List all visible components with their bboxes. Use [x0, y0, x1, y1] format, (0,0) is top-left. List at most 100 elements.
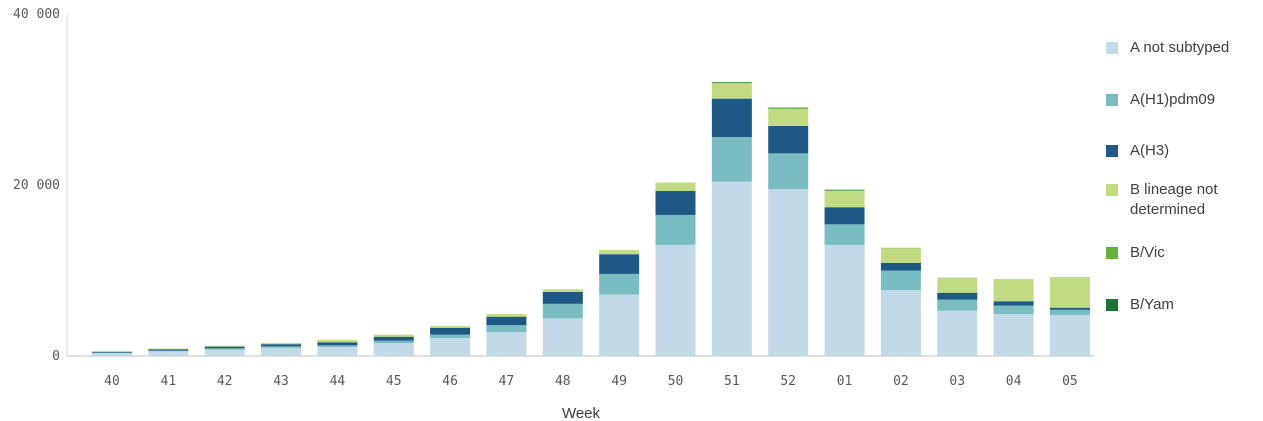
x-tick-label: 52	[780, 374, 796, 389]
bar-segment-51-series-3	[711, 83, 752, 99]
x-tick-label: 01	[837, 374, 853, 389]
legend-item[interactable]: B lineage not determined	[1106, 180, 1258, 220]
x-tick-labels: 40 41 42 43 44 45 46 47 48 49 50 51 52 01 02 03 04 05	[104, 374, 1078, 389]
bar-segment-45-series-1	[373, 340, 414, 344]
bar-segment-49-series-2	[599, 254, 640, 274]
x-tick-label: 43	[273, 374, 289, 389]
x-tick-label: 44	[330, 374, 346, 389]
legend-label: B/Yam	[1130, 296, 1174, 313]
bar-segment-41-series-2	[148, 349, 189, 351]
bar-segment-47-series-2	[486, 316, 527, 326]
x-tick-label: 40	[104, 374, 120, 389]
bar-segment-48-series-1	[542, 303, 583, 319]
bar-segment-41-series-1	[148, 350, 189, 352]
bar-segment-47-series-3	[486, 314, 527, 317]
bar-segment-04-series-2	[993, 301, 1034, 306]
x-tick-label: 41	[161, 374, 177, 389]
bar-segment-52-series-0	[768, 189, 809, 356]
bar-segment-03-series-3	[937, 278, 978, 293]
bar-segment-43-series-2	[261, 344, 302, 347]
legend-item[interactable]: A(H1)pdm09	[1106, 90, 1258, 110]
bar-segment-50-series-1	[655, 214, 696, 245]
bar-segment-01-series-2	[824, 207, 865, 225]
x-tick-label: 03	[949, 374, 965, 389]
legend-swatch	[1106, 299, 1118, 311]
bar-segment-49-series-0	[599, 294, 640, 356]
bar-segment-48-series-3	[542, 289, 583, 292]
bar-segment-02-series-2	[880, 262, 921, 271]
bar-segment-42-series-0	[204, 349, 245, 356]
bar-segment-43-series-0	[261, 347, 302, 356]
bar-segment-49-series-1	[599, 273, 640, 295]
bar-segment-48-series-2	[542, 291, 583, 304]
bar-segment-03-series-0	[937, 310, 978, 356]
legend-item[interactable]: A(H3)	[1106, 141, 1258, 161]
bar-segment-05-series-2	[1049, 307, 1090, 310]
legend-item[interactable]: B/Vic	[1106, 243, 1258, 263]
bar-segment-48-series-0	[542, 318, 583, 356]
bar-segment-46-series-0	[430, 338, 471, 356]
bar-segment-52-series-4	[768, 108, 809, 109]
x-tick-label: 02	[893, 374, 909, 389]
bar-segment-47-series-1	[486, 325, 527, 333]
bar-segment-40-series-2	[92, 351, 132, 353]
x-tick-label: 45	[386, 374, 402, 389]
legend-label: B/Vic	[1130, 244, 1165, 261]
bar-segment-02-series-3	[880, 248, 921, 263]
bar-segment-05-series-0	[1049, 314, 1090, 356]
bar-segment-44-series-0	[317, 347, 358, 356]
bar-segment-45-series-0	[373, 343, 414, 356]
x-tick-label: 42	[217, 374, 233, 389]
legend-item[interactable]: A not subtyped	[1106, 38, 1258, 58]
legend-swatch	[1106, 42, 1118, 54]
legend-swatch	[1106, 184, 1118, 196]
bar-segment-42-series-2	[204, 346, 245, 349]
x-tick-label: 49	[611, 374, 627, 389]
bar-segment-43-series-1	[261, 346, 302, 348]
bar-segment-49-series-3	[599, 249, 640, 255]
bar-segment-52-series-2	[768, 126, 809, 154]
y-tick-label: 40 000	[13, 7, 60, 22]
bar-segment-50-series-0	[655, 244, 696, 356]
x-tick-label: 51	[724, 374, 740, 389]
bar-segment-03-series-1	[937, 299, 978, 311]
x-tick-label: 50	[668, 374, 684, 389]
bar-segment-46-series-1	[430, 334, 471, 339]
bar-segment-05-series-3	[1049, 277, 1090, 308]
bar-segment-51-series-0	[711, 181, 752, 356]
bar-segment-01-series-3	[824, 190, 865, 208]
legend-swatch	[1106, 145, 1118, 157]
bar-segment-45-series-3	[373, 334, 414, 337]
legend-swatch	[1106, 247, 1118, 259]
legend-label: A not subtyped	[1130, 39, 1230, 56]
bar-segment-52-series-1	[768, 153, 809, 190]
bar-segment-47-series-0	[486, 332, 527, 356]
bar-segment-44-series-3	[317, 339, 358, 343]
bar-segment-05-series-1	[1049, 309, 1090, 315]
bar-segment-51-series-1	[711, 137, 752, 182]
bar-segment-51-series-4	[711, 82, 752, 84]
y-tick-label: 0	[52, 349, 60, 364]
bar-segment-04-series-1	[993, 305, 1034, 315]
x-axis-title: Week	[562, 405, 601, 421]
bars-group	[92, 81, 1090, 356]
bar-segment-42-series-3	[204, 345, 245, 347]
bar-segment-01-series-1	[824, 224, 865, 245]
legend-item[interactable]: B/Yam	[1106, 295, 1258, 315]
bar-segment-04-series-0	[993, 314, 1034, 356]
legend-swatch	[1106, 94, 1118, 106]
bar-segment-50-series-3	[655, 182, 696, 191]
bar-segment-04-series-3	[993, 279, 1034, 302]
bar-segment-44-series-1	[317, 345, 358, 348]
y-tick-labels: 0 20 000 40 000	[13, 7, 60, 364]
legend-label: A(H3)	[1130, 142, 1170, 159]
bar-segment-01-series-0	[824, 244, 865, 356]
x-tick-label: 48	[555, 374, 571, 389]
x-tick-label: 47	[499, 374, 515, 389]
bar-segment-40-series-0	[92, 353, 132, 356]
bar-segment-52-series-3	[768, 108, 809, 127]
bar-segment-42-series-1	[204, 348, 245, 350]
legend-label: A(H1)pdm09	[1130, 91, 1216, 108]
bar-segment-41-series-0	[148, 351, 189, 356]
bar-segment-43-series-3	[261, 342, 302, 345]
